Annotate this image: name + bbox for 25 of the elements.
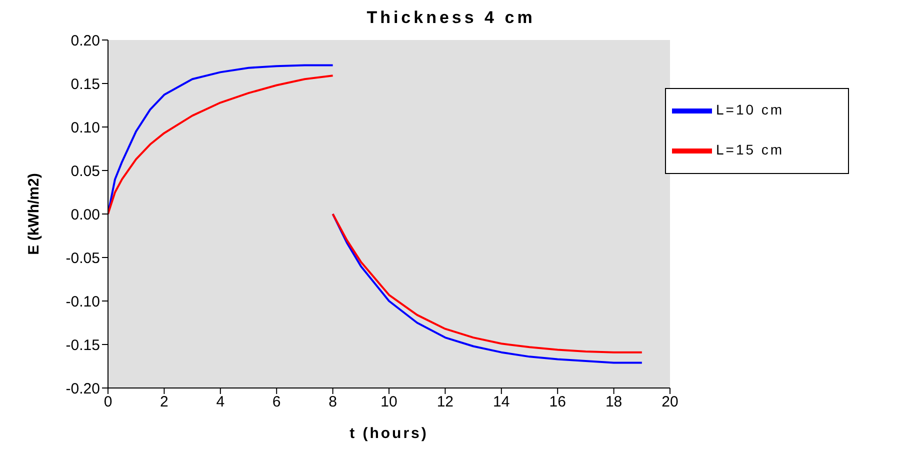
y-tick-label: 0.00 (70, 206, 100, 224)
y-tick-label: 0.05 (70, 162, 100, 180)
y-tick-label: -0.15 (66, 336, 100, 354)
x-tick-label: 6 (272, 394, 281, 411)
x-tick-label: 4 (216, 394, 225, 411)
x-tick-label: 18 (605, 394, 622, 411)
legend-label: L=10 cm (716, 102, 784, 118)
x-tick-label: 10 (380, 394, 398, 411)
x-tick-label: 2 (160, 394, 168, 411)
legend-label: L=15 cm (716, 142, 784, 158)
x-tick-label: 14 (493, 394, 510, 411)
chart-title: Thickness 4 cm (366, 8, 536, 28)
y-tick-label: 0.20 (70, 32, 100, 50)
y-tick-label: 0.10 (70, 119, 100, 136)
y-axis-title: E (kWh/m2) (25, 173, 42, 255)
x-tick-label: 12 (436, 394, 454, 411)
x-tick-label: 16 (549, 394, 566, 411)
y-tick-label: 0.15 (70, 76, 100, 93)
y-tick-label: -0.05 (66, 250, 100, 267)
x-axis-title: t (hours) (350, 425, 428, 442)
x-tick-label: 8 (328, 394, 337, 411)
y-tick-label: -0.10 (66, 293, 100, 310)
y-tick-label: -0.20 (66, 380, 100, 398)
x-tick-label: 0 (104, 394, 112, 411)
x-tick-label: 20 (662, 394, 678, 411)
